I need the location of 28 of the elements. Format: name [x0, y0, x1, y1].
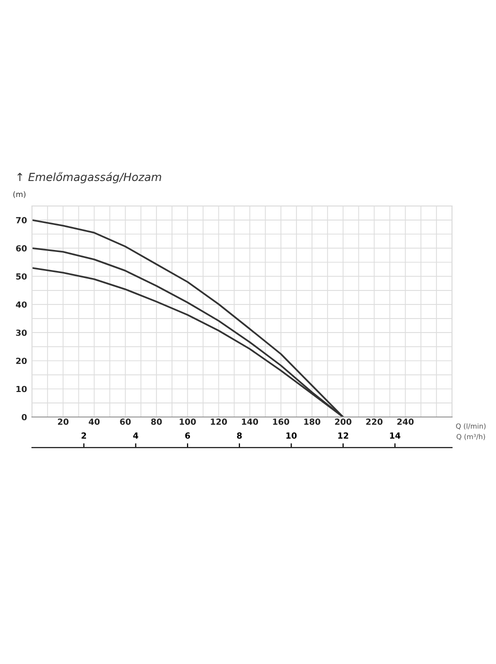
y-tick-label: 60 [16, 245, 27, 252]
y-tick-label: 40 [16, 301, 27, 308]
x-tick-label: 120 [210, 418, 227, 425]
x-tick-label: 160 [273, 418, 290, 425]
chart-title: ↑ Emelőmagasság/Hozam [17, 172, 162, 184]
x2-tick-label: 14 [390, 432, 400, 439]
x-tick-label: 240 [397, 418, 414, 425]
x-tick-label: 220 [366, 418, 383, 425]
y-tick-label: 30 [16, 330, 27, 336]
x-tick-label: 200 [335, 418, 352, 425]
y-tick-label: 20 [16, 358, 27, 364]
x-tick-label: 180 [304, 418, 320, 425]
x-tick-label: 60 [120, 418, 131, 425]
x-tick-label: 80 [151, 418, 162, 425]
x2-tick-label: 2 [82, 432, 86, 439]
y-tick-label: 70 [16, 217, 27, 224]
x-tick-label: 100 [180, 418, 196, 425]
x2-tick-label: 6 [185, 432, 190, 439]
x-tick-label: 40 [88, 418, 100, 425]
y-tick-label: 50 [16, 273, 27, 280]
x2-tick-label: 8 [237, 432, 242, 439]
y-tick-label: 0 [22, 414, 27, 420]
y-tick-label: 10 [16, 386, 27, 392]
x-tick-label: 140 [242, 418, 258, 425]
x2-tick-label: 12 [338, 432, 348, 439]
x-tick-label: 20 [58, 418, 69, 425]
x2-tick-label: 10 [286, 432, 297, 439]
x2-tick-label: 4 [133, 432, 138, 439]
